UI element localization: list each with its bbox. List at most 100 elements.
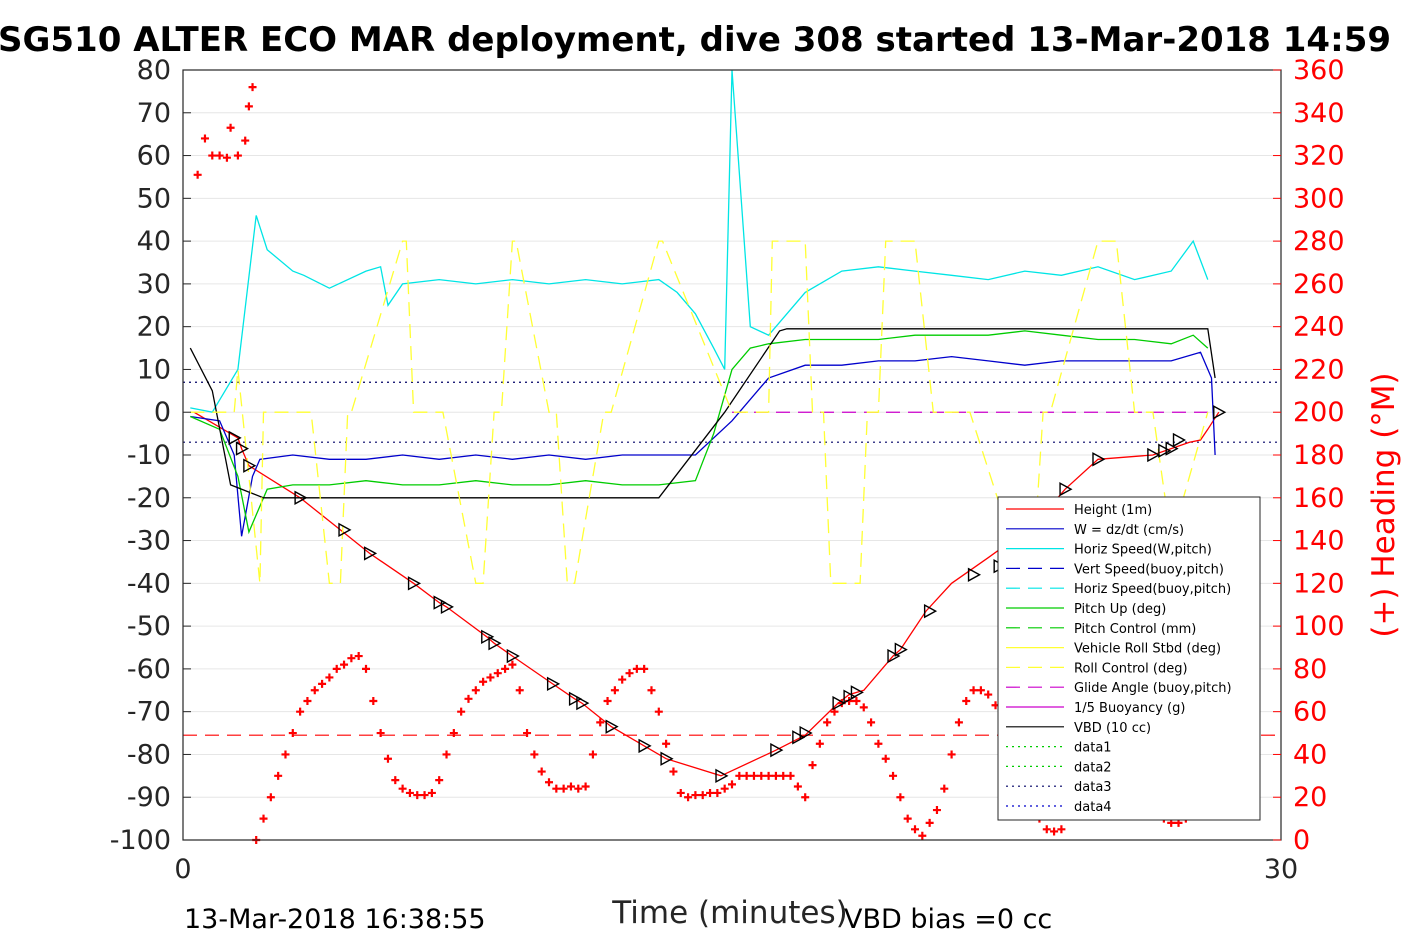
triangle-marker-30 <box>1059 482 1073 497</box>
heading-point-43 <box>493 669 502 678</box>
heading-point-102 <box>925 818 934 827</box>
right-tick-label-0: 360 <box>1293 55 1345 86</box>
right-tick-label-6: 240 <box>1293 312 1345 343</box>
left-tick-label-12: -40 <box>127 568 171 599</box>
heading-point-68 <box>676 788 685 797</box>
heading-point-30 <box>398 784 407 793</box>
right-tick-label-12: 120 <box>1293 568 1345 599</box>
legend-label-15: data4 <box>1074 800 1112 815</box>
heading-point-54 <box>574 784 583 793</box>
heading-point-104 <box>940 784 949 793</box>
triangle-marker-9 <box>481 629 495 644</box>
heading-point-1 <box>200 134 209 143</box>
triangle-marker-33 <box>1158 443 1172 458</box>
heading-point-57 <box>596 718 605 727</box>
legend-label-7: Vehicle Roll Stbd (deg) <box>1074 642 1221 657</box>
heading-point-79 <box>757 771 766 780</box>
triangle-marker-14 <box>576 695 590 711</box>
heading-point-28 <box>383 754 392 763</box>
left-tick-label-10: -20 <box>127 483 171 514</box>
heading-point-7 <box>241 136 250 145</box>
legend-label-1: W = dz/dt (cm/s) <box>1074 523 1184 538</box>
heading-point-25 <box>362 664 370 673</box>
left-tick-label-4: 40 <box>137 226 171 257</box>
heading-point-84 <box>793 782 802 791</box>
legend-label-3: Vert Speed(buoy,pitch) <box>1074 562 1224 577</box>
heading-point-58 <box>603 696 612 705</box>
footer-timestamp: 13-Mar-2018 16:38:55 <box>184 904 486 935</box>
x-tick-label-0: 0 <box>174 854 191 885</box>
triangle-marker-3 <box>294 490 308 505</box>
left-tick-label-17: -90 <box>127 782 171 813</box>
left-tick-label-3: 50 <box>137 183 171 214</box>
heading-point-70 <box>691 791 700 800</box>
left-tick-label-14: -60 <box>127 654 171 685</box>
heading-point-34 <box>427 788 436 797</box>
heading-point-86 <box>808 761 817 770</box>
heading-point-12 <box>266 793 275 802</box>
heading-point-63 <box>640 664 649 673</box>
footer-vbd-bias: VBD bias =0 cc <box>844 904 1052 935</box>
chart-title: SG510 ALTER ECO MAR deployment, dive 308… <box>0 20 1391 60</box>
heading-point-74 <box>720 784 729 793</box>
heading-point-16 <box>296 707 305 716</box>
heading-point-100 <box>911 825 919 834</box>
heading-point-11 <box>259 814 268 823</box>
heading-point-41 <box>479 677 488 686</box>
heading-point-32 <box>413 791 422 800</box>
left-tick-label-8: 0 <box>154 397 171 428</box>
legend-label-6: Pitch Control (mm) <box>1074 622 1196 637</box>
triangle-marker-31 <box>1092 452 1106 467</box>
heading-point-37 <box>449 729 458 738</box>
heading-point-92 <box>852 696 861 705</box>
heading-point-101 <box>918 831 927 840</box>
triangle-marker-22 <box>832 695 846 711</box>
heading-point-3 <box>215 151 224 160</box>
heading-point-40 <box>471 686 480 695</box>
legend-label-12: data1 <box>1074 741 1112 756</box>
legend-label-9: Glide Angle (buoy,pitch) <box>1074 681 1232 696</box>
heading-point-71 <box>698 791 707 800</box>
heading-point-6 <box>233 151 242 160</box>
right-tick-label-5: 260 <box>1293 269 1345 300</box>
heading-point-2 <box>208 151 217 160</box>
heading-point-36 <box>442 750 451 759</box>
heading-point-27 <box>376 729 385 738</box>
heading-point-18 <box>310 686 319 695</box>
left-tick-label-5: 30 <box>137 269 171 300</box>
triangle-marker-25 <box>887 648 901 664</box>
legend: Height (1m) W = dz/dt (cm/s) Horiz Speed(W… <box>997 496 1261 821</box>
right-axis-ticks: 3603403203002802602402202001801601401201… <box>1273 55 1345 856</box>
heading-point-22 <box>340 660 349 669</box>
heading-point-39 <box>464 694 473 703</box>
triangle-marker-16 <box>638 738 652 754</box>
series-line-4 <box>189 328 1216 499</box>
triangle-marker-20 <box>792 730 806 745</box>
heading-point-55 <box>581 782 590 791</box>
legend-box <box>997 496 1261 821</box>
heading-point-50 <box>545 778 553 787</box>
heading-point-106 <box>954 718 963 727</box>
right-tick-label-18: 0 <box>1293 825 1310 856</box>
heading-point-24 <box>354 652 363 661</box>
heading-point-56 <box>588 750 597 759</box>
triangle-marker-1 <box>235 441 250 456</box>
left-tick-label-0: 80 <box>137 55 171 86</box>
right-tick-label-10: 160 <box>1293 483 1345 514</box>
legend-label-0: Height (1m) <box>1074 503 1152 518</box>
triangle-marker-19 <box>770 742 784 758</box>
triangle-marker-0 <box>228 430 242 446</box>
heading-point-5 <box>226 123 235 132</box>
heading-point-118 <box>1042 825 1051 834</box>
triangle-marker-5 <box>363 546 378 561</box>
triangle-marker-27 <box>923 603 938 619</box>
right-tick-label-7: 220 <box>1293 354 1345 385</box>
heading-point-53 <box>566 782 575 791</box>
heading-point-60 <box>618 675 627 684</box>
heading-point-45 <box>508 660 517 669</box>
heading-point-64 <box>647 686 656 695</box>
heading-point-31 <box>405 788 414 797</box>
triangle-marker-13 <box>568 691 583 707</box>
left-tick-label-6: 20 <box>137 312 171 343</box>
